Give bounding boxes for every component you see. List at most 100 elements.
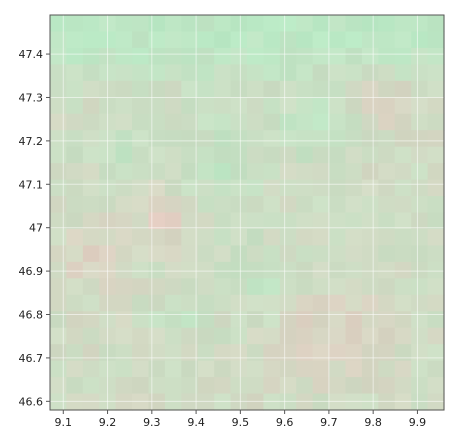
raster-cell — [329, 80, 347, 98]
raster-cell — [427, 196, 445, 214]
raster-cell — [345, 261, 363, 279]
raster-cell — [378, 245, 396, 263]
raster-cell — [230, 97, 248, 115]
raster-cell — [378, 146, 396, 164]
raster-cell — [181, 377, 199, 395]
raster-cell — [394, 278, 412, 296]
raster-cell — [394, 97, 412, 115]
raster-cell — [132, 97, 150, 115]
raster-cell — [197, 278, 215, 296]
raster-cell — [50, 377, 68, 395]
raster-cell — [50, 146, 68, 164]
raster-cell — [164, 97, 182, 115]
raster-cell — [164, 311, 182, 329]
raster-cell — [427, 261, 445, 279]
raster-cell — [378, 327, 396, 345]
raster-cell — [427, 97, 445, 115]
raster-cell — [296, 344, 314, 362]
raster-cell — [345, 327, 363, 345]
raster-cell — [312, 311, 330, 329]
raster-cell — [394, 80, 412, 98]
raster-cell — [230, 311, 248, 329]
raster-cell — [115, 47, 133, 65]
raster-cell — [164, 15, 182, 33]
raster-cell — [361, 228, 379, 247]
raster-cell — [296, 377, 314, 395]
raster-cell — [230, 377, 248, 395]
raster-cell — [247, 278, 265, 296]
raster-cell — [132, 130, 150, 148]
raster-cell — [296, 113, 314, 131]
raster-cell — [296, 261, 314, 279]
raster-cell — [427, 64, 445, 82]
raster-cell — [82, 245, 100, 263]
raster-cell — [247, 15, 265, 33]
raster-cell — [148, 47, 166, 65]
raster-cell — [394, 294, 412, 312]
raster-cell — [82, 163, 100, 181]
raster-cell — [164, 360, 182, 378]
raster-cell — [247, 179, 265, 197]
raster-cell — [312, 294, 330, 312]
raster-cell — [66, 64, 84, 82]
raster-cell — [230, 327, 248, 345]
raster-cell — [132, 163, 150, 181]
raster-cell — [115, 294, 133, 312]
raster-cell — [148, 245, 166, 263]
raster-cell — [197, 245, 215, 263]
x-tick-label: 9.8 — [364, 416, 382, 429]
x-tick-label: 9.2 — [99, 416, 117, 429]
raster-cell — [148, 196, 166, 214]
raster-cell — [378, 47, 396, 65]
raster-cell — [394, 64, 412, 82]
raster-cell — [329, 113, 347, 131]
raster-cell — [181, 31, 199, 49]
raster-cell — [181, 344, 199, 362]
raster-cell — [82, 344, 100, 362]
raster-cell — [345, 228, 363, 247]
raster-cell — [115, 393, 133, 411]
raster-cell — [378, 97, 396, 115]
raster-cell — [394, 179, 412, 197]
x-axis: 9.1 9.2 9.3 9.4 9.5 9.6 9.7 9.8 9.9 — [55, 410, 426, 429]
raster-cell — [230, 212, 248, 230]
raster-cell — [214, 261, 232, 279]
raster-cell — [345, 113, 363, 131]
raster-cell — [247, 113, 265, 131]
raster-cell — [361, 64, 379, 82]
raster-cell — [427, 163, 445, 181]
raster-cell — [82, 393, 100, 411]
raster-cell — [361, 377, 379, 395]
raster-cell — [378, 377, 396, 395]
raster-cell — [263, 163, 281, 181]
y-tick-label: 46.6 — [19, 395, 44, 408]
raster-cell — [279, 196, 297, 214]
raster-cell — [148, 228, 166, 247]
raster-cell — [296, 146, 314, 164]
x-tick-label: 9.7 — [320, 416, 338, 429]
raster-cell — [115, 31, 133, 49]
raster-cell — [164, 212, 182, 230]
raster-cell — [361, 179, 379, 197]
raster-cell — [148, 344, 166, 362]
raster-cell — [66, 245, 84, 263]
raster-cell — [247, 146, 265, 164]
raster-cell — [197, 113, 215, 131]
raster-cell — [164, 196, 182, 214]
raster-cell — [82, 47, 100, 65]
raster-cell — [247, 327, 265, 345]
raster-cell — [411, 344, 429, 362]
raster-cell — [132, 80, 150, 98]
raster-cell — [411, 261, 429, 279]
raster-cell — [296, 228, 314, 247]
raster-cell — [345, 31, 363, 49]
raster-cell — [427, 15, 445, 33]
raster-cell — [411, 212, 429, 230]
raster-cell — [329, 311, 347, 329]
raster-cell — [115, 113, 133, 131]
raster-cell — [361, 31, 379, 49]
raster-cell — [427, 294, 445, 312]
y-tick-label: 47.2 — [19, 135, 44, 148]
raster-cell — [148, 179, 166, 197]
